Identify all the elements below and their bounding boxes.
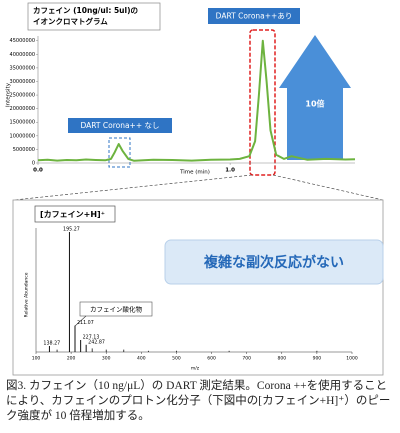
peak-label: 242.87: [88, 339, 105, 345]
annotation-box: [208, 8, 300, 24]
pointer: [74, 315, 87, 327]
x-tick-label: 100: [32, 356, 41, 362]
chromatogram-line: [37, 39, 356, 162]
connector: [13, 174, 253, 201]
y-tick-label: 20000000: [10, 106, 35, 112]
x-axis-label: m/z: [191, 366, 200, 372]
x-tick-label: 1000: [346, 356, 358, 362]
peak-label: 138.27: [43, 341, 60, 347]
figure: カフェイン (10ng/ul: 5ul)の イオンクロマトグラム Intensi…: [6, 2, 384, 376]
x-axis-label: Time (min): [179, 170, 210, 176]
y-tick-label: 35000000: [10, 65, 35, 71]
x-tick-label: 500: [172, 356, 181, 362]
annotation: DART Corona++あり: [216, 12, 293, 21]
peak-label: 211.07: [77, 320, 94, 326]
y-tick-label: 45000000: [10, 38, 35, 44]
chart-title: カフェイン (10ng/ul: 5ul)の: [33, 6, 138, 15]
x-tick-label: 0.0: [33, 168, 43, 174]
y-axis-label: Intensity: [6, 82, 12, 107]
message-box: [164, 239, 384, 285]
chart-title: イオンクロマトグラム: [33, 16, 108, 26]
title-box: [34, 205, 116, 223]
caption: 図3. カフェイン（10 ng/μL）の DART 測定結果。Corona ++…: [6, 380, 391, 422]
x-tick-label: 900: [313, 356, 322, 362]
x-tick-label: 800: [277, 356, 286, 362]
x-tick-label: 1.0: [225, 168, 235, 174]
x-tick-label: 300: [102, 356, 111, 362]
highlight-box: [108, 137, 131, 168]
peak-label: 195.27: [63, 227, 80, 233]
annotation: DART Corona++ なし: [80, 121, 159, 130]
y-tick-label: 25000000: [10, 93, 35, 99]
y-axis-label: Relative Abundance: [24, 272, 30, 317]
x-tick-label: 600: [207, 356, 216, 362]
x-tick-label: 200: [67, 356, 76, 362]
spectrum-frame: [12, 199, 384, 376]
y-tick-label: 5000000: [13, 147, 35, 153]
y-tick-label: 0: [32, 161, 35, 167]
y-tick-label: 30000000: [10, 79, 35, 85]
peak-label: 227.13: [83, 335, 100, 341]
annotation: カフェイン酸化物: [90, 305, 143, 314]
highlight-box: [249, 29, 276, 176]
y-tick-label: 10000000: [10, 133, 35, 139]
x-tick-label: 400: [137, 356, 146, 362]
annotation-box: [68, 118, 172, 133]
x-tick-label: 700: [242, 356, 251, 362]
y-tick-label: 40000000: [10, 52, 35, 58]
title-box: [27, 2, 161, 31]
message: 複雑な副次反応がない: [203, 254, 344, 271]
annotation-box: [79, 301, 153, 317]
chart-title: [カフェイン+H]⁺: [40, 210, 105, 219]
y-tick-label: 15000000: [10, 120, 35, 126]
gain-label: 10倍: [305, 99, 324, 109]
gain-arrow: [279, 35, 351, 160]
connector: [272, 174, 384, 201]
